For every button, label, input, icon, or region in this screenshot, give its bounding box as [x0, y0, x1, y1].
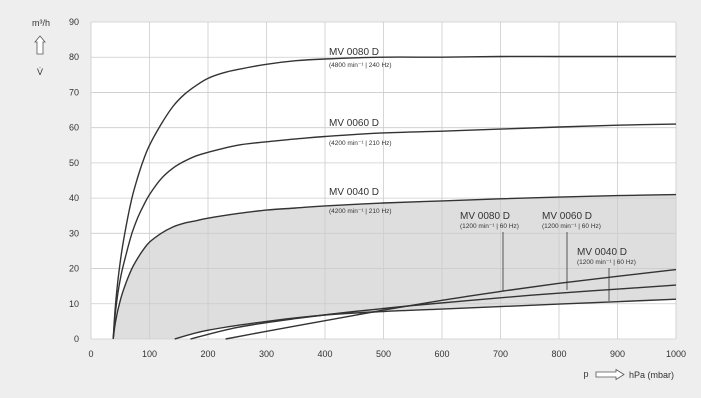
- series-line-3: [112, 193, 677, 340]
- series-condition-6: (1200 min⁻¹ | 60 Hz): [577, 259, 636, 266]
- series-label-2: MV 0060 D: [329, 118, 379, 129]
- grid: [90, 21, 677, 340]
- y-tick-label: 0: [74, 334, 79, 344]
- series-condition-2: (4200 min⁻¹ | 210 Hz): [329, 140, 392, 147]
- x-axis-legend: p hPa (mbar): [583, 368, 674, 381]
- tick-labels: 0 100 200 300 400 500 600 700 800 900 1000 0 10 20 30 4…: [69, 17, 686, 359]
- x-axis-arrow-icon: [595, 368, 625, 381]
- y-axis-unit: m³/h: [32, 18, 50, 28]
- y-tick-label: 40: [69, 193, 79, 203]
- y-tick-label: 20: [69, 264, 79, 274]
- x-tick-label: 200: [200, 349, 215, 359]
- series-label-6: MV 0040 D: [577, 247, 627, 258]
- y-tick-label: 30: [69, 228, 79, 238]
- series-line-6: [174, 298, 677, 340]
- x-tick-label: 400: [317, 349, 332, 359]
- x-tick-label: 700: [493, 349, 508, 359]
- series-line-4: [225, 268, 677, 340]
- series-line-1: [112, 55, 676, 340]
- y-axis-legend: m³/h V̇: [32, 18, 50, 77]
- envelope-area: [113, 194, 676, 339]
- y-tick-label: 80: [69, 52, 79, 62]
- envelope-fill: [113, 194, 676, 339]
- series-line-5: [190, 284, 677, 340]
- x-tick-label: 800: [551, 349, 566, 359]
- x-tick-label: 500: [376, 349, 391, 359]
- series-label-4: MV 0080 D: [460, 211, 510, 222]
- series-labels: MV 0080 D(4800 min⁻¹ | 240 Hz)MV 0060 D(…: [329, 47, 636, 301]
- series-line-2: [112, 123, 677, 340]
- series-condition-3: (4200 min⁻¹ | 210 Hz): [329, 208, 392, 215]
- series-condition-1: (4800 min⁻¹ | 240 Hz): [329, 62, 392, 69]
- y-tick-label: 70: [69, 87, 79, 97]
- x-tick-label: 100: [142, 349, 157, 359]
- series-condition-4: (1200 min⁻¹ | 60 Hz): [460, 223, 519, 230]
- x-tick-label: 900: [610, 349, 625, 359]
- x-axis-unit: hPa (mbar): [629, 370, 674, 380]
- y-tick-label: 60: [69, 123, 79, 133]
- x-axis-symbol: p: [583, 369, 588, 379]
- y-axis-symbol: V̇: [37, 67, 43, 77]
- y-axis-arrow-icon: [34, 35, 46, 55]
- series-curves: [112, 55, 677, 340]
- series-condition-5: (1200 min⁻¹ | 60 Hz): [542, 223, 601, 230]
- x-tick-label: 600: [434, 349, 449, 359]
- series-label-5: MV 0060 D: [542, 211, 592, 222]
- x-tick-label: 300: [259, 349, 274, 359]
- y-tick-label: 50: [69, 158, 79, 168]
- x-tick-label: 0: [88, 349, 93, 359]
- y-tick-label: 10: [69, 299, 79, 309]
- y-tick-label: 90: [69, 17, 79, 27]
- series-label-1: MV 0080 D: [329, 47, 379, 58]
- series-label-3: MV 0040 D: [329, 187, 379, 198]
- x-tick-label: 1000: [666, 349, 686, 359]
